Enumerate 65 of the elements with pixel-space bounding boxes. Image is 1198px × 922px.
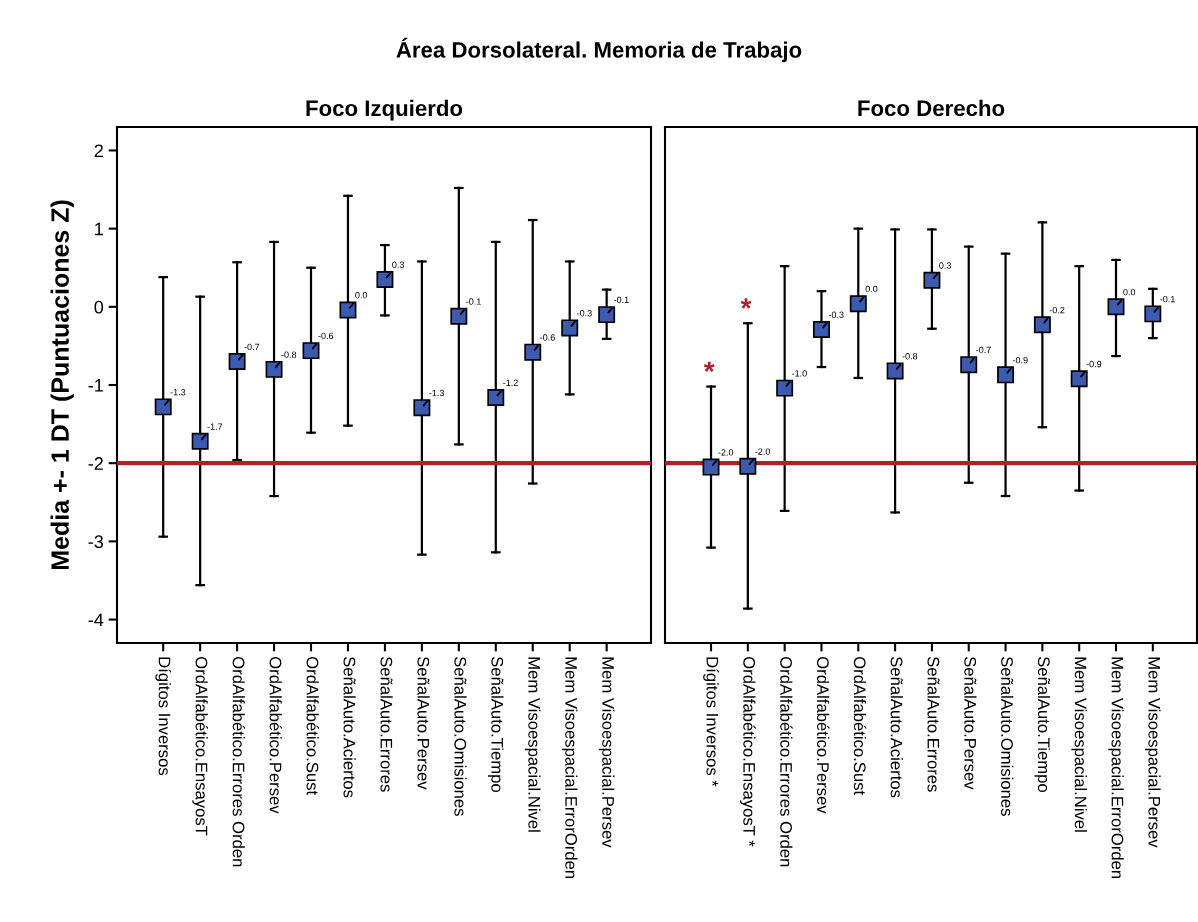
x-tick-label: Mem Visoespacial.Persev <box>598 657 615 848</box>
data-label: -2.0 <box>755 448 770 455</box>
data-label: 0.0 <box>1123 288 1136 296</box>
annotation: * <box>740 298 752 309</box>
y-tick-label: 1 <box>95 222 103 236</box>
data-label: -0.8 <box>281 351 297 358</box>
y-tick-label: -4 <box>88 613 104 627</box>
data-label: 0.3 <box>392 261 405 268</box>
x-tick-label: SeñalAuto.Errores <box>380 656 393 792</box>
x-tick-label: SeñalAuto.Aciertos <box>343 656 356 798</box>
data-label: 0.3 <box>939 262 952 269</box>
x-tick-label: Dígitos Inversos <box>155 657 172 776</box>
y-tick-label: 0 <box>94 300 104 314</box>
annotation: * <box>703 361 715 373</box>
x-tick-label: SeñalAuto.Persev <box>417 656 430 790</box>
x-tick-label: SeñalAuto.Tiempo <box>488 656 504 792</box>
y-tick-label: -2 <box>88 457 103 470</box>
x-tick-label: SeñalAuto.Omisiones <box>454 656 467 816</box>
data-label: -1.3 <box>170 388 186 396</box>
data-label: -0.2 <box>1049 306 1065 314</box>
x-tick-label: SeñalAuto.Persev <box>964 656 977 790</box>
data-label: -0.7 <box>976 346 991 354</box>
y-tick-label: -3 <box>88 535 104 549</box>
x-tick-label: Mem Visoespacial.ErrorOrden <box>561 657 578 879</box>
data-label: -1.7 <box>207 423 223 430</box>
data-label: -0.9 <box>1012 356 1028 364</box>
data-label: -0.3 <box>828 311 844 318</box>
x-tick-label: Mem Visoespacial.ErrorOrden <box>1108 657 1124 879</box>
x-tick-label: SeñalAuto.Errores <box>927 656 940 792</box>
data-label: -1.2 <box>503 379 518 386</box>
y-axis-title: Media +- 1 DT (Puntuaciones Z) <box>50 200 74 570</box>
data-label: -1.0 <box>792 370 807 377</box>
x-tick-label: SeñalAuto.Omisiones <box>1001 656 1014 816</box>
data-label: 0.0 <box>865 285 878 293</box>
data-label: -0.1 <box>1160 295 1175 303</box>
data-label: -0.6 <box>318 332 334 340</box>
x-tick-label: Mem Visoespacial.Nivel <box>1071 657 1087 832</box>
data-label: -0.3 <box>577 310 592 317</box>
x-tick-label: OrdAlfabético.Errores Orden <box>232 656 246 867</box>
x-tick-label: SeñalAuto.Tiempo <box>1034 656 1051 792</box>
x-tick-label: OrdAlfabético.Sust <box>306 656 319 796</box>
data-label: -0.1 <box>614 296 629 304</box>
chart-subtitle: Foco Izquierdo <box>306 99 463 121</box>
x-tick-label: OrdAlfabético.Sust <box>853 656 867 796</box>
x-tick-label: OrdAlfabético.Persev <box>269 656 283 814</box>
y-tick-label: 2 <box>94 144 103 157</box>
chart-subtitle: Foco Derecho <box>858 99 1005 117</box>
x-tick-label: OrdAlfabético.Persev <box>817 656 830 814</box>
chart-title: Área Dorsolateral. Memoria de Trabajo <box>396 37 802 63</box>
data-label: -1.3 <box>429 389 444 397</box>
x-tick-label: OrdAlfabético.Errores Orden <box>780 656 793 867</box>
x-tick-label: Mem Visoespacial.Persev <box>1145 657 1161 848</box>
data-label: -0.9 <box>1086 360 1102 368</box>
data-label: -0.6 <box>540 334 555 341</box>
data-label: -0.1 <box>466 298 481 305</box>
data-label: 0.0 <box>355 292 368 299</box>
y-tick-label: -1 <box>88 379 103 392</box>
x-tick-label: OrdAlfabético.EnsayosT <box>192 656 209 836</box>
x-tick-label: Mem Visoespacial.Nivel <box>524 657 541 832</box>
data-label: -0.8 <box>902 353 918 360</box>
x-tick-label: SeñalAuto.Aciertos <box>890 656 903 798</box>
x-tick-label: Dígitos Inversos * <box>703 657 719 787</box>
data-label: -2.0 <box>718 449 734 456</box>
data-label: -0.7 <box>244 343 260 351</box>
x-tick-label: OrdAlfabético.EnsayosT * <box>739 656 756 847</box>
